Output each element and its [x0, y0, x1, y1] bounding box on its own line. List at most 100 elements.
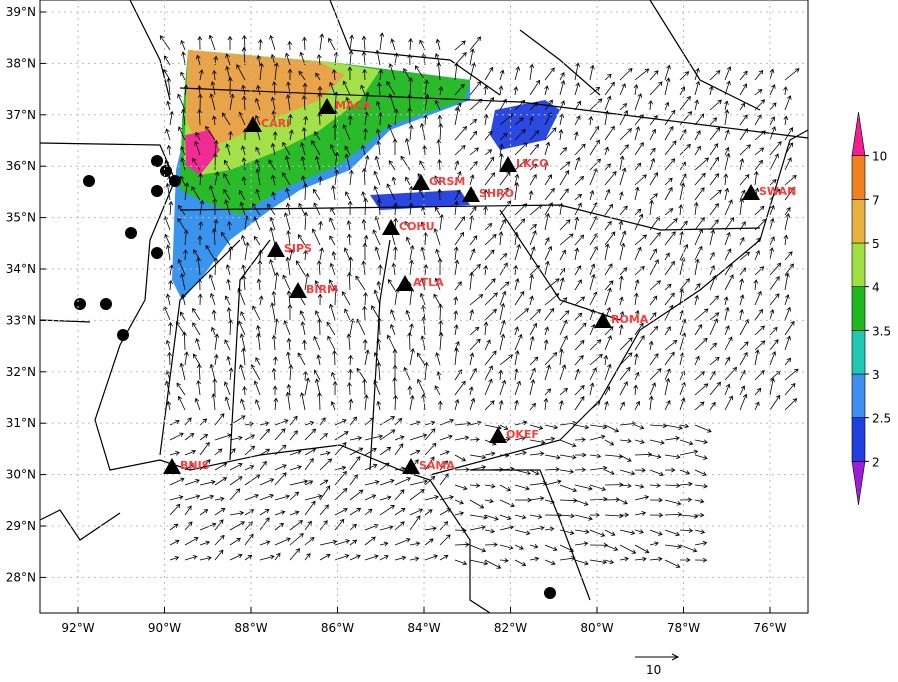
vector: [454, 511, 465, 516]
vector: [679, 111, 693, 126]
vector: [499, 253, 508, 261]
vector: [769, 126, 776, 141]
vector: [214, 534, 225, 546]
vector: [361, 191, 366, 201]
vector: [282, 141, 291, 156]
vector: [316, 354, 322, 366]
vector: [269, 226, 276, 246]
vector: [271, 191, 276, 201]
vector: [164, 159, 171, 171]
vector: [334, 419, 347, 426]
vector: [679, 469, 691, 475]
vector: [345, 96, 351, 111]
vector: [375, 128, 381, 141]
vector: [313, 335, 321, 351]
vector: [300, 142, 306, 156]
vector: [283, 320, 291, 336]
vector: [454, 125, 468, 141]
vector: [529, 514, 543, 519]
vector: [199, 199, 205, 216]
vector: [694, 512, 705, 518]
vector: [574, 156, 581, 171]
vector: [361, 167, 367, 186]
vector: [619, 83, 626, 96]
vector: [604, 386, 611, 396]
vector: [694, 216, 705, 231]
vector: [664, 304, 674, 321]
vector: [349, 416, 358, 426]
vector: [379, 555, 389, 561]
vector: [634, 265, 645, 276]
vector: [618, 220, 624, 231]
vector: [679, 95, 691, 111]
vector: [664, 529, 681, 537]
vector: [330, 400, 336, 411]
vector: [347, 115, 353, 126]
vector: [318, 220, 323, 231]
vector: [484, 249, 495, 261]
vector: [574, 322, 587, 336]
vector: [392, 348, 398, 366]
vector: [544, 67, 555, 81]
vector: [649, 81, 663, 96]
vector: [379, 495, 392, 501]
vector: [272, 385, 278, 396]
vector: [409, 420, 421, 426]
vector: [754, 401, 760, 411]
vector: [754, 266, 765, 276]
vector: [514, 450, 527, 456]
vector: [604, 146, 609, 156]
vector: [469, 271, 474, 291]
vector: [664, 231, 676, 246]
vector: [574, 396, 585, 411]
vector: [604, 171, 617, 186]
vector: [424, 428, 436, 441]
vector: [514, 350, 520, 366]
vector: [679, 86, 686, 96]
vector: [648, 340, 654, 351]
vector: [178, 126, 186, 141]
lat-label: 36°N: [6, 159, 36, 173]
vector: [178, 204, 186, 216]
vector: [694, 308, 709, 321]
vector: [559, 188, 569, 201]
vector: [709, 401, 716, 411]
vector: [589, 465, 608, 471]
vector: [513, 231, 519, 246]
vector: [694, 498, 705, 504]
vector: [649, 353, 659, 366]
vector: [454, 144, 466, 156]
vector: [664, 377, 671, 396]
vector: [574, 499, 589, 506]
vector: [208, 34, 216, 51]
vector: [328, 303, 336, 321]
vector: [484, 498, 494, 504]
vector: [270, 142, 276, 156]
vector: [348, 256, 354, 276]
vector: [304, 494, 323, 501]
vector: [210, 80, 216, 96]
vector: [253, 216, 261, 231]
vector: [724, 383, 731, 396]
vector: [454, 259, 460, 276]
vector: [394, 508, 406, 516]
vector: [317, 92, 323, 111]
vector: [604, 439, 615, 446]
vector: [409, 244, 415, 261]
vector: [544, 436, 556, 442]
vector: [424, 361, 429, 381]
vector: [574, 193, 583, 201]
vector: [376, 338, 382, 351]
vector: [724, 231, 731, 246]
vector: [184, 494, 201, 501]
vector: [169, 555, 180, 561]
vector: [285, 94, 291, 111]
vector: [469, 98, 483, 111]
vector: [574, 368, 580, 381]
vector: [604, 424, 620, 433]
vector: [664, 252, 670, 261]
vector: [407, 332, 412, 351]
station: [499, 156, 517, 172]
vector: [604, 95, 612, 111]
vector: [438, 320, 444, 336]
